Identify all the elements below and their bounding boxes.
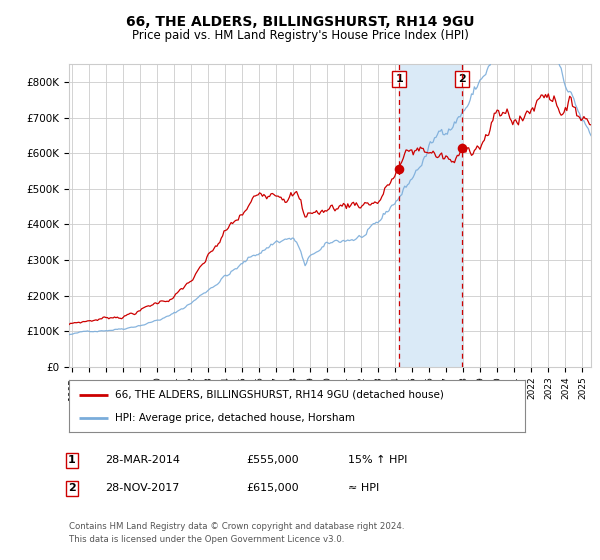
Text: Price paid vs. HM Land Registry's House Price Index (HPI): Price paid vs. HM Land Registry's House … bbox=[131, 29, 469, 42]
Text: 28-MAR-2014: 28-MAR-2014 bbox=[105, 455, 180, 465]
Text: 1: 1 bbox=[395, 73, 403, 83]
Text: 1: 1 bbox=[68, 455, 76, 465]
Text: HPI: Average price, detached house, Horsham: HPI: Average price, detached house, Hors… bbox=[115, 413, 355, 423]
Text: 2: 2 bbox=[68, 483, 76, 493]
Text: 66, THE ALDERS, BILLINGSHURST, RH14 9GU (detached house): 66, THE ALDERS, BILLINGSHURST, RH14 9GU … bbox=[115, 390, 443, 400]
Point bbox=[395, 165, 404, 174]
Text: £555,000: £555,000 bbox=[246, 455, 299, 465]
Bar bbox=[400, 64, 462, 367]
Point bbox=[457, 143, 467, 152]
Text: 28-NOV-2017: 28-NOV-2017 bbox=[105, 483, 179, 493]
Text: ≈ HPI: ≈ HPI bbox=[348, 483, 379, 493]
Text: Contains HM Land Registry data © Crown copyright and database right 2024.
This d: Contains HM Land Registry data © Crown c… bbox=[69, 522, 404, 544]
Text: 66, THE ALDERS, BILLINGSHURST, RH14 9GU: 66, THE ALDERS, BILLINGSHURST, RH14 9GU bbox=[126, 15, 474, 29]
Text: £615,000: £615,000 bbox=[246, 483, 299, 493]
Text: 2: 2 bbox=[458, 73, 466, 83]
Text: 15% ↑ HPI: 15% ↑ HPI bbox=[348, 455, 407, 465]
